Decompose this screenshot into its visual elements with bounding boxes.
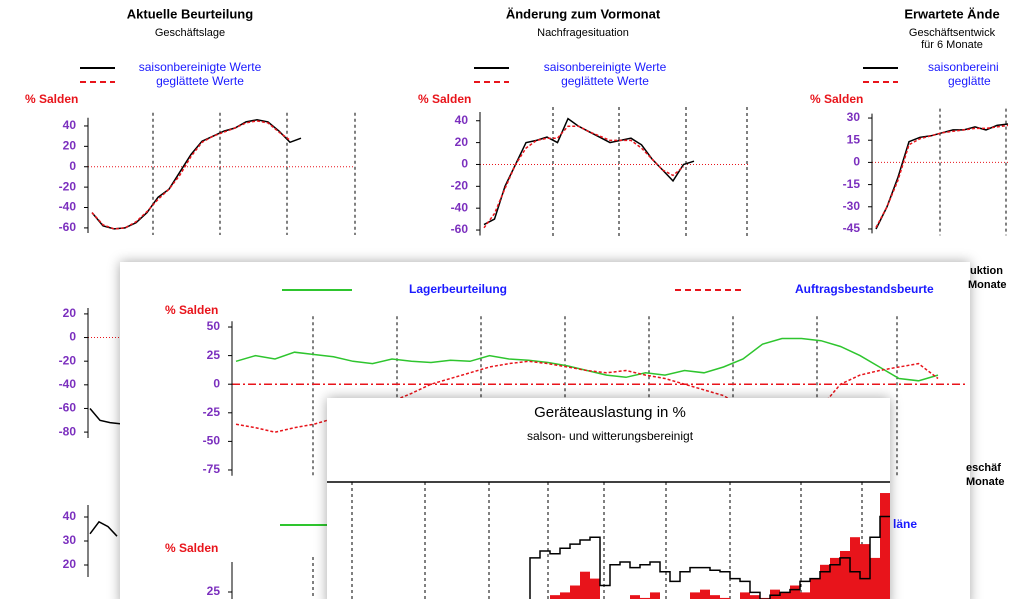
data-line [89, 408, 121, 425]
legend-label: Auftragsbestandsbeurte [795, 282, 934, 296]
legend-label: geglättete Werte [156, 74, 244, 88]
chart-subtitle: Nachfragesituation [537, 27, 629, 39]
y-tick-label: -50 [203, 434, 221, 448]
bar [580, 571, 590, 599]
bar [790, 585, 800, 599]
y-axis-label: % Salden [810, 92, 863, 106]
y-tick-label: -45 [843, 221, 861, 235]
y-tick-label: 20 [63, 306, 77, 320]
cropped-label: uktion [970, 265, 1003, 277]
bar [810, 578, 820, 599]
y-tick-label: 15 [847, 132, 861, 146]
outline-line [529, 515, 890, 599]
data-line [89, 520, 118, 537]
y-tick-label: 0 [461, 157, 468, 171]
y-tick-label: -20 [451, 178, 469, 192]
y-tick-label: 40 [455, 113, 469, 127]
bar [700, 589, 710, 599]
legend-label: Lagerbeurteilung [409, 282, 507, 296]
legend-label: läne [893, 517, 917, 531]
data-line [235, 337, 939, 382]
y-tick-label: -40 [59, 200, 77, 214]
bar [750, 595, 760, 599]
bar [570, 585, 580, 599]
y-tick-label: 20 [63, 557, 77, 571]
data-line [875, 123, 1009, 230]
bar [590, 578, 600, 599]
y-axis-label: % Salden [165, 541, 218, 555]
y-tick-label: 0 [69, 159, 76, 173]
bar [780, 592, 790, 599]
y-tick-label: -25 [203, 405, 221, 419]
legend-label: saisonbereinigte Werte [544, 60, 667, 74]
y-axis-label: % Salden [165, 303, 218, 317]
bar [650, 592, 660, 599]
y-tick-label: 40 [63, 118, 77, 132]
y-tick-label: 25 [207, 348, 221, 362]
y-tick-label: 20 [63, 139, 77, 153]
legend-label: geglättete Werte [561, 74, 649, 88]
data-line [483, 125, 684, 229]
data-line [91, 120, 291, 230]
chart-subtitle: Geschäftslage [155, 27, 225, 39]
bar [690, 592, 700, 599]
y-tick-label: -20 [59, 179, 77, 193]
bar [630, 595, 640, 599]
bar [800, 592, 810, 599]
chart-subtitle: Geschäftsentwick [909, 27, 996, 39]
y-tick-label: 40 [63, 509, 77, 523]
y-tick-label: -60 [451, 222, 469, 236]
chart-subtitle: für 6 Monate [921, 39, 983, 51]
bar [550, 595, 560, 599]
cropped-label: Monate [968, 279, 1007, 291]
bar [770, 589, 780, 599]
cropped-label: eschäf [966, 462, 1001, 474]
y-tick-label: 0 [213, 376, 220, 390]
data-line [875, 124, 1009, 228]
legend-label: geglätte [948, 74, 991, 88]
y-tick-label: 30 [847, 110, 861, 124]
bar [710, 595, 720, 599]
y-tick-label: 20 [455, 135, 469, 149]
y-tick-label: -60 [59, 220, 77, 234]
y-tick-label: -15 [843, 177, 861, 191]
bar [640, 597, 650, 599]
y-tick-label: -60 [59, 401, 77, 415]
legend-label: saisonbereinigte Werte [139, 60, 262, 74]
bar [740, 592, 750, 599]
bar [870, 557, 880, 599]
y-tick-label: -30 [843, 199, 861, 213]
cropped-label: Monate [966, 476, 1005, 488]
y-tick-label: 25 [207, 584, 221, 598]
chart-title: Geräteauslastung in % [534, 404, 686, 421]
chart-title: Aktuelle Beurteilung [127, 6, 253, 21]
chart-subtitle: salson- und witterungsbereinigt [527, 429, 694, 443]
y-tick-label: 30 [63, 533, 77, 547]
y-tick-label: -40 [59, 377, 77, 391]
bar [830, 557, 840, 599]
bar [820, 564, 830, 599]
y-tick-label: 0 [69, 330, 76, 344]
y-axis-label: % Salden [418, 92, 471, 106]
y-axis-label: % Salden [25, 92, 78, 106]
bar [840, 551, 850, 599]
bar [850, 537, 860, 599]
bar [860, 544, 870, 599]
bar [560, 592, 570, 599]
y-tick-label: -80 [59, 424, 77, 438]
y-tick-label: 50 [207, 319, 221, 333]
y-tick-label: -20 [59, 353, 77, 367]
y-tick-label: -40 [451, 200, 469, 214]
bar [880, 493, 890, 599]
panel [327, 398, 890, 599]
legend-label: saisonbereini [928, 60, 999, 74]
chart-title: Erwartete Ände [904, 6, 999, 21]
y-tick-label: 0 [853, 155, 860, 169]
bar [720, 597, 730, 599]
bar [760, 597, 770, 599]
chart-title: Änderung zum Vormonat [506, 6, 661, 21]
y-tick-label: -75 [203, 462, 221, 476]
